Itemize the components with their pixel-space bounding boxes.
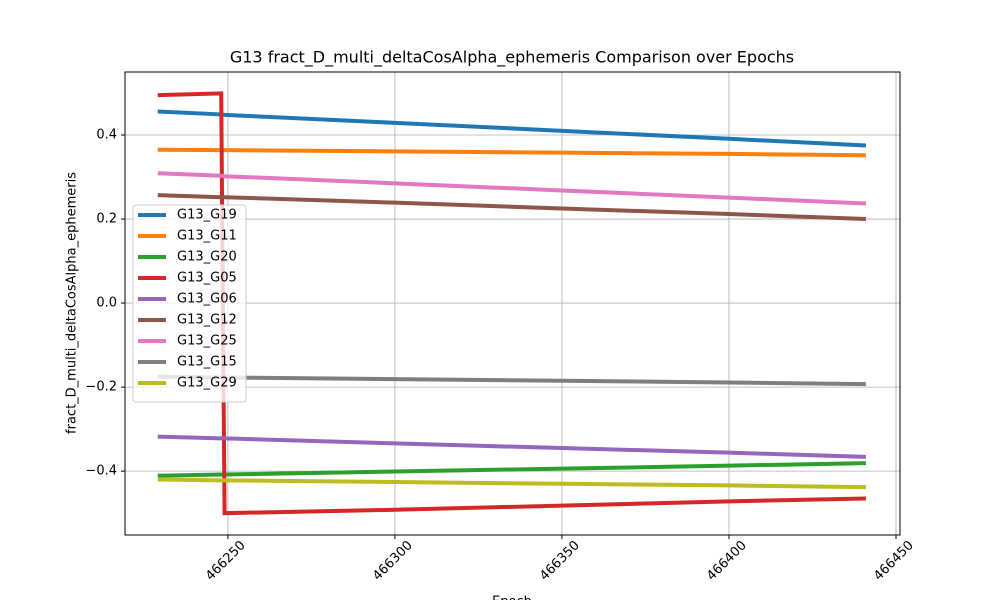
- data-line: [157, 109, 867, 148]
- y-tick-label: −0.4: [85, 464, 117, 479]
- legend-label: G13_G06: [177, 292, 237, 307]
- y-tick-label: 0.0: [96, 296, 117, 311]
- x-axis-label: Epoch: [492, 595, 532, 600]
- data-line: [157, 434, 866, 459]
- data-line: [157, 91, 866, 516]
- y-tick-label: 0.4: [96, 128, 117, 143]
- legend: G13_G19 G13_G11 G13_G20 G13_G05 G13_G06 G13_G…: [132, 204, 247, 403]
- legend-label: G13_G15: [177, 355, 237, 370]
- plot-frame: [124, 71, 901, 536]
- data-line: [157, 147, 866, 158]
- legend-label: G13_G25: [177, 334, 237, 349]
- data-line: [157, 374, 866, 387]
- x-tick-label: 466250: [203, 538, 249, 584]
- y-tick-label: −0.2: [85, 380, 117, 395]
- x-tick-label: 466450: [871, 538, 917, 584]
- data-line: [157, 171, 867, 206]
- data-line: [157, 193, 867, 222]
- y-tick-label: 0.2: [96, 212, 117, 227]
- legend-label: G13_G11: [177, 229, 237, 244]
- legend-label: G13_G12: [177, 313, 237, 328]
- y-axis-label: fract_D_multi_deltaCosAlpha_ephemeris: [65, 172, 80, 434]
- legend-box: [132, 204, 247, 403]
- legend-label: G13_G05: [177, 271, 237, 286]
- x-tick-label: 466400: [704, 538, 750, 584]
- x-tick-label: 466300: [370, 538, 416, 584]
- chart-title: G13 fract_D_multi_deltaCosAlpha_ephemeri…: [230, 48, 794, 68]
- x-tick-label: 466350: [537, 538, 583, 584]
- legend-label: G13_G29: [177, 376, 237, 391]
- data-line: [157, 461, 866, 478]
- legend-label: G13_G19: [177, 208, 237, 223]
- data-line: [157, 477, 866, 490]
- legend-label: G13_G20: [177, 250, 237, 265]
